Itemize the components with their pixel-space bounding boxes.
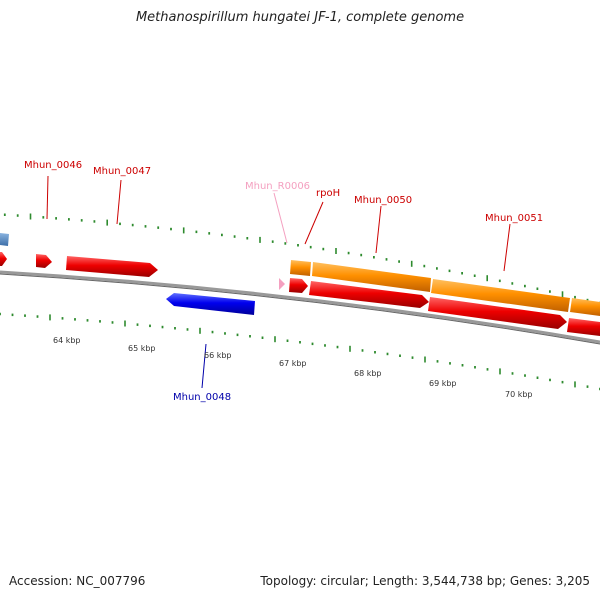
leader-mhun-r0006 — [273, 192, 288, 244]
map-title: Methanospirillum hungatei JF-1, complete… — [135, 10, 465, 25]
leader-mhun-0050 — [375, 205, 382, 254]
gene-feature-mhun-0051 — [431, 279, 570, 312]
accession-text: Accession: NC_007796 — [9, 574, 146, 588]
cds-arrow-mhun-0050 — [309, 281, 429, 308]
leader-mhun-0051 — [503, 223, 511, 272]
cds-arrow-mhun-0048 — [166, 293, 255, 315]
gene-feature-mhun-0050 — [312, 262, 431, 292]
cds-arrow-rpoh — [289, 278, 308, 293]
genome-backbone — [0, 270, 600, 344]
topology-summary: Topology: circular; Length: 3,544,738 bp… — [260, 574, 590, 588]
partial-feature-left — [0, 233, 9, 246]
gene-label-mhun-0048: Mhun_0048 — [173, 392, 231, 403]
gene-label-mhun-0046: Mhun_0046 — [24, 160, 82, 171]
kbp-label-66: 66 kbp — [204, 351, 232, 360]
kbp-label-65: 65 kbp — [128, 344, 156, 353]
gene-label-rpoh: rpoH — [316, 188, 340, 199]
tick-marks — [0, 213, 600, 391]
gene-feature-rpoh — [290, 260, 311, 276]
leader-mhun-0048 — [201, 343, 207, 389]
kbp-label-68: 68 kbp — [354, 369, 382, 378]
kbp-label-69: 69 kbp — [429, 379, 457, 388]
rna-arrow-mhun-r0006 — [279, 278, 285, 290]
cds-arrow-next — [567, 318, 600, 336]
kbp-label-70: 70 kbp — [505, 390, 533, 399]
leader-mhun-0046 — [46, 175, 49, 220]
kbp-label-64: 64 kbp — [53, 336, 81, 345]
cds-arrow-mhun-0051 — [428, 297, 567, 329]
gene-label-mhun-0051: Mhun_0051 — [485, 213, 543, 224]
cds-arrow-mhun-0045 — [0, 252, 7, 266]
genome-backbone-shadow — [0, 273, 600, 345]
gene-labels: Mhun_0046 Mhun_0047 Mhun_R0006 rpoH Mhun… — [24, 160, 543, 403]
gene-label-mhun-0050: Mhun_0050 — [354, 195, 412, 206]
gene-label-mhun-0047: Mhun_0047 — [93, 166, 151, 177]
leader-mhun-0047 — [116, 179, 122, 225]
leader-rpoh — [304, 201, 324, 245]
cds-arrow-mhun-0047 — [66, 256, 158, 277]
gene-feature-next — [570, 298, 600, 316]
kbp-scale-labels: 64 kbp 65 kbp 66 kbp 67 kbp 68 kbp 69 kb… — [53, 336, 533, 399]
kbp-label-67: 67 kbp — [279, 359, 307, 368]
cds-arrow-mhun-0046 — [36, 254, 52, 268]
gene-label-mhun-r0006: Mhun_R0006 — [245, 181, 310, 192]
